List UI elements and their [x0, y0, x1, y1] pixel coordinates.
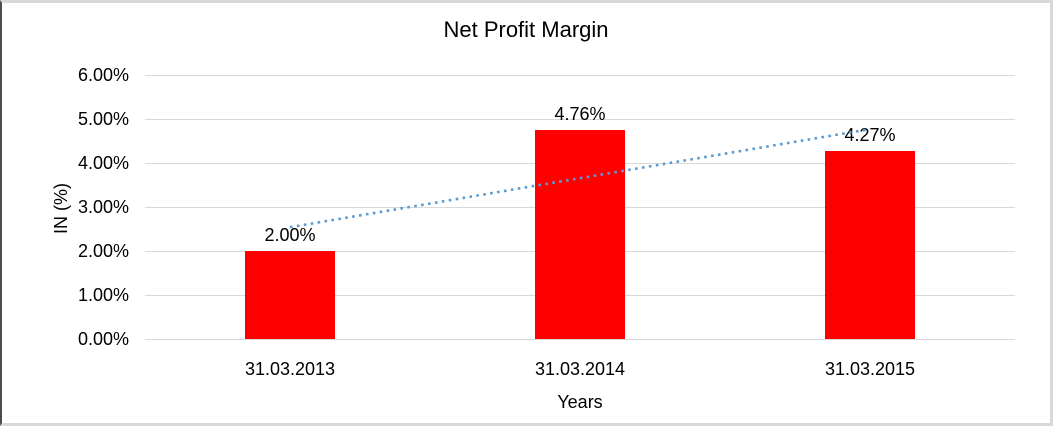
y-tick-label: 5.00% [77, 109, 129, 129]
y-tick-label: 0.00% [77, 329, 129, 349]
y-tick-label: 4.00% [77, 153, 129, 173]
bar-data-label: 4.27% [844, 125, 896, 146]
x-tick-label: 31.03.2013 [244, 359, 336, 379]
bar-31.03.2013 [245, 251, 335, 339]
gridline [145, 118, 1015, 120]
y-tick-label: 2.00% [77, 241, 129, 261]
bar-31.03.2015 [825, 151, 915, 339]
bar-data-label: 2.00% [264, 225, 316, 245]
gridline [145, 338, 1015, 340]
x-tick-label: 31.03.2014 [534, 359, 626, 379]
y-tick-label: 1.00% [77, 285, 129, 305]
gridline [145, 74, 1015, 76]
y-tick-label: 6.00% [77, 65, 129, 85]
chart-title: Net Profit Margin [443, 17, 609, 42]
y-axis-tick-labels: 0.00% 1.00% 2.00% 3.00% 4.00% 5.00% 6.00% [2, 65, 129, 349]
bar-data-label: 4.76% [554, 103, 606, 124]
x-axis-title: Years [557, 392, 603, 412]
bar-31.03.2014 [535, 129, 625, 339]
x-axis-tick-labels: 31.03.2013 31.03.2014 31.03.2015 [145, 351, 1015, 379]
plot-area: 2.00% 4.76% 4.27% [145, 74, 1015, 340]
y-tick-label: 3.00% [77, 197, 129, 217]
x-tick-label: 31.03.2015 [824, 359, 916, 379]
